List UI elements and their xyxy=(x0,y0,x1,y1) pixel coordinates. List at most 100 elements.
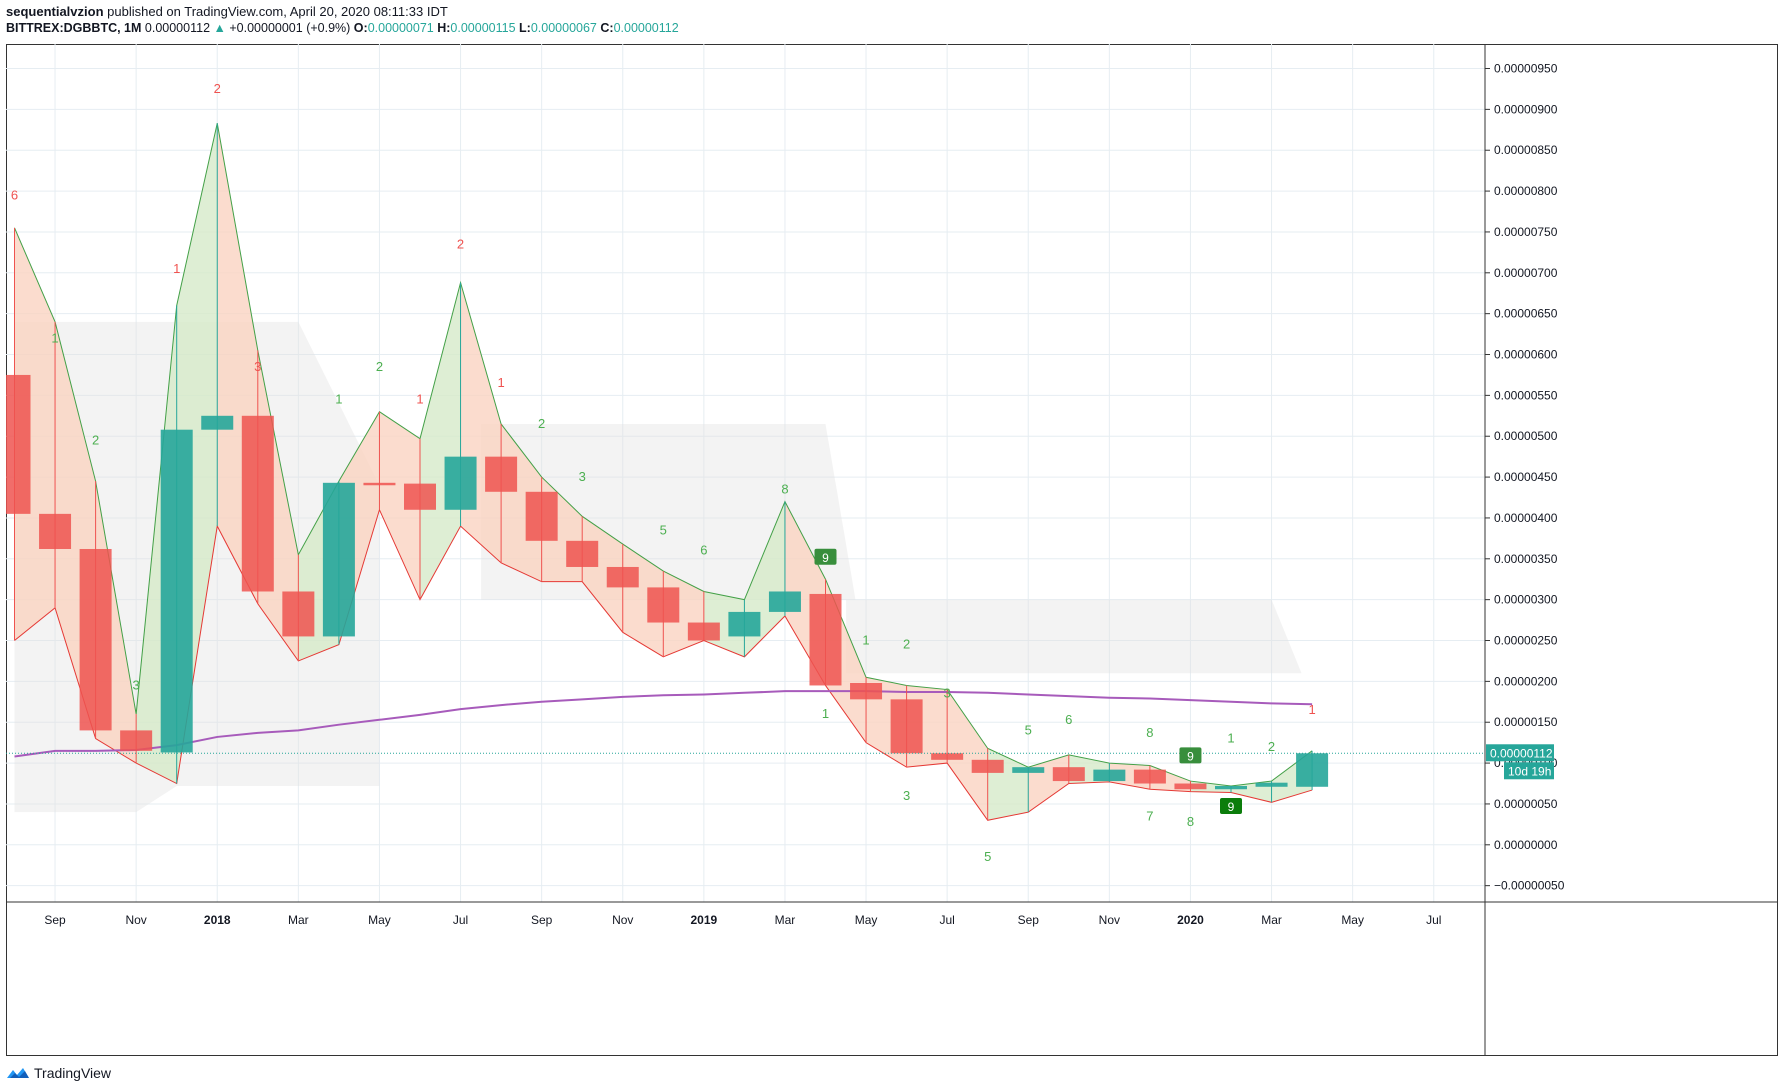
chart-area[interactable]: 6 1 2 3 1 2 3 1 2 1 2 1 2 3 5 6 8 1 1 2 3 3 5 5 6 8 7 8 1 2 1 9 9 9 0.0000… xyxy=(6,44,1778,1056)
candle-body[interactable] xyxy=(282,591,315,637)
candle-body[interactable] xyxy=(728,611,761,637)
chart-header: sequentialvzion published on TradingView… xyxy=(6,3,679,37)
y-tick-label: 0.00000800 xyxy=(1494,184,1558,198)
candle-body[interactable] xyxy=(363,482,396,486)
x-tick-label: May xyxy=(368,913,391,927)
candle-body[interactable] xyxy=(931,753,964,760)
sequential-count-label: 2 xyxy=(457,236,464,251)
x-tick-label: Mar xyxy=(288,913,309,927)
candle-body[interactable] xyxy=(687,622,720,641)
sequential-count-label: 1 xyxy=(335,392,342,407)
sequential-count-label: 3 xyxy=(944,686,951,701)
last-price-tag-text: 0.00000112 xyxy=(1490,746,1553,760)
y-tick-label: 0.00000150 xyxy=(1494,715,1558,729)
candle-body[interactable] xyxy=(1255,782,1288,787)
publish-line: sequentialvzion published on TradingView… xyxy=(6,3,679,20)
candle-body[interactable] xyxy=(1052,767,1085,782)
open-value: 0.00000071 xyxy=(367,21,434,35)
candle-body[interactable] xyxy=(160,429,193,753)
candle-body[interactable] xyxy=(79,548,112,731)
candle-body[interactable] xyxy=(809,593,842,686)
candle-body[interactable] xyxy=(768,591,801,612)
y-tick-label: 0.00000400 xyxy=(1494,511,1558,525)
setup-zone xyxy=(846,599,1302,674)
candle-body[interactable] xyxy=(1093,769,1126,782)
candle-body[interactable] xyxy=(6,374,31,514)
candle-body[interactable] xyxy=(241,415,274,592)
x-tick-label: Mar xyxy=(1261,913,1282,927)
candle-body[interactable] xyxy=(647,587,680,623)
x-tick-label: Jul xyxy=(1426,913,1441,927)
sequential-count-label: 1 xyxy=(1308,702,1315,717)
y-tick-label: 0.00000300 xyxy=(1494,593,1558,607)
sequential-nine-text: 9 xyxy=(1187,749,1194,763)
price-chart-svg[interactable]: 6 1 2 3 1 2 3 1 2 1 2 1 2 3 5 6 8 1 1 2 3 3 5 5 6 8 7 8 1 2 1 9 9 9 0.0000… xyxy=(6,44,1778,1056)
up-triangle-icon: ▲ xyxy=(213,21,226,35)
sequential-count-label: 1 xyxy=(862,633,869,648)
candle-body[interactable] xyxy=(1174,783,1207,790)
sequential-count-label: 1 xyxy=(416,392,423,407)
candle-body[interactable] xyxy=(1133,769,1166,784)
sequential-count-label: 8 xyxy=(781,481,788,496)
sequential-count-label: 6 xyxy=(700,543,707,558)
sequential-count-label: 5 xyxy=(1025,722,1032,737)
candle-body[interactable] xyxy=(525,491,558,541)
candle-body[interactable] xyxy=(1296,753,1329,787)
low-value: 0.00000067 xyxy=(530,21,597,35)
candle-body[interactable] xyxy=(566,540,599,567)
y-tick-label: 0.00000350 xyxy=(1494,552,1558,566)
candle-body[interactable] xyxy=(322,482,355,637)
close-label: C: xyxy=(600,21,614,35)
trend-band xyxy=(379,411,420,600)
tradingview-brand[interactable]: TradingView xyxy=(34,1065,112,1081)
candle-body[interactable] xyxy=(485,456,518,492)
sequential-count-label: 8 xyxy=(1187,814,1194,829)
candle-body[interactable] xyxy=(39,513,72,549)
candle-body[interactable] xyxy=(444,456,477,510)
candle-body[interactable] xyxy=(1012,767,1045,773)
candle-body[interactable] xyxy=(120,730,153,751)
last-price-tag xyxy=(1486,744,1554,762)
sequential-count-label: 3 xyxy=(903,788,910,803)
y-tick-label: 0.00000850 xyxy=(1494,143,1558,157)
sequential-count-label: 2 xyxy=(92,432,99,447)
sequential-count-label: 2 xyxy=(1268,739,1275,754)
sequential-count-label: 3 xyxy=(254,359,261,374)
y-tick-label: 0.00000000 xyxy=(1494,838,1558,852)
y-tick-label: −0.00000050 xyxy=(1494,879,1565,893)
countdown-tag-text: 10d 19h xyxy=(1508,764,1551,778)
candle-body[interactable] xyxy=(971,759,1004,773)
tradingview-logo-icon xyxy=(7,1068,29,1078)
sequential-nine-badge[interactable] xyxy=(1179,747,1202,764)
candle-body[interactable] xyxy=(1215,785,1247,790)
x-tick-label: Nov xyxy=(1099,913,1120,927)
tradingview-footer: TradingView xyxy=(6,1062,111,1084)
countdown-tag xyxy=(1504,762,1554,780)
sequential-nine-badge[interactable] xyxy=(814,548,837,565)
trend-band xyxy=(460,282,502,563)
x-tick-label: 2018 xyxy=(204,913,231,927)
trend-band xyxy=(947,689,988,821)
x-tick-label: Mar xyxy=(775,913,796,927)
sequential-nine-text: 9 xyxy=(1228,800,1235,814)
sequential-count-label: 1 xyxy=(497,375,504,390)
sequential-nine-text: 9 xyxy=(822,551,829,565)
candle-body[interactable] xyxy=(606,566,639,588)
x-tick-label: Jul xyxy=(453,913,468,927)
sequential-count-label: 2 xyxy=(538,416,545,431)
sequential-count-label: 6 xyxy=(1065,712,1072,727)
sequential-count-label: 6 xyxy=(11,187,18,202)
close-value: 0.00000112 xyxy=(613,21,679,35)
ohlc-line: BITTREX:DGBBTC, 1M 0.00000112 ▲ +0.00000… xyxy=(6,20,679,37)
candle-body[interactable] xyxy=(850,683,883,700)
sequential-count-label: 1 xyxy=(51,330,58,345)
x-tick-label: 2020 xyxy=(1177,913,1204,927)
sequential-count-label: 2 xyxy=(903,637,910,652)
sequential-count-label: 3 xyxy=(579,469,586,484)
candle-body[interactable] xyxy=(404,483,436,510)
sequential-nine-badge[interactable] xyxy=(1220,798,1242,815)
y-tick-label: 0.00000950 xyxy=(1494,62,1558,76)
author-name[interactable]: sequentialvzion xyxy=(6,4,104,19)
candle-body[interactable] xyxy=(201,415,234,430)
candle-body[interactable] xyxy=(890,699,923,754)
